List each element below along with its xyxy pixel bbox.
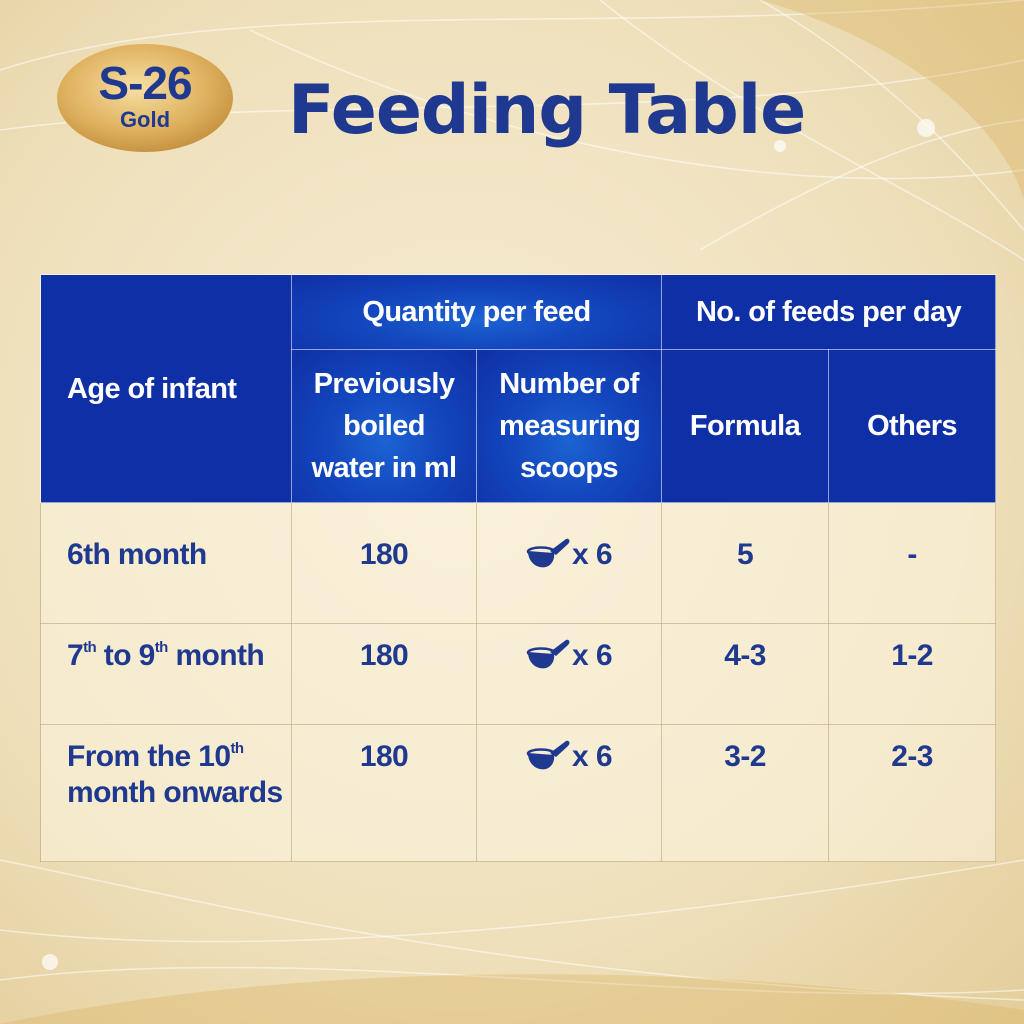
header-quantity-group: Quantity per feed (290, 274, 663, 350)
formula-cell: 3-2 (661, 724, 830, 862)
scoops-cell: x 6 (475, 724, 663, 862)
table-row: 7th to 9th month 180 x 6 4-3 1-2 (40, 623, 997, 725)
table-row: 6th month 180 x 6 5 - (40, 502, 997, 624)
scoop-count: x 6 (572, 639, 613, 672)
water-cell: 180 (291, 724, 477, 862)
logo-sub: Gold (119, 107, 171, 132)
others-cell: 1-2 (828, 623, 997, 725)
water-cell: 180 (291, 502, 477, 624)
measuring-scoop-icon (526, 639, 570, 669)
age-cell: 6th month (40, 502, 292, 624)
table-row: From the 10th month onwards 180 x 6 3-2 2… (40, 724, 997, 862)
formula-cell: 4-3 (661, 623, 830, 725)
scoops-cell: x 6 (475, 623, 663, 725)
measuring-scoop-icon (526, 740, 570, 770)
header-feeds-group: No. of feeds per day (661, 274, 997, 350)
measuring-scoop-icon (526, 538, 570, 568)
feeding-table: Age of infant Quantity per feed No. of f… (40, 274, 997, 862)
scoop-count: x 6 (572, 740, 613, 773)
header-others: Others (828, 349, 997, 503)
age-cell: From the 10th month onwards (40, 724, 292, 862)
header-age: Age of infant (40, 274, 292, 503)
s26-gold-logo: S-26 Gold (55, 42, 235, 154)
others-cell: 2-3 (828, 724, 997, 862)
header-scoops: Number of measuring scoops (475, 349, 663, 503)
header-formula: Formula (661, 349, 830, 503)
scoop-count: x 6 (572, 538, 613, 571)
water-cell: 180 (291, 623, 477, 725)
others-cell: - (828, 502, 997, 624)
formula-cell: 5 (661, 502, 830, 624)
page-title: Feeding Table (288, 71, 806, 150)
scoops-cell: x 6 (475, 502, 663, 624)
header-water: Previously boiled water in ml (291, 349, 477, 503)
age-cell: 7th to 9th month (40, 623, 292, 725)
logo-brand: S-26 (98, 57, 192, 109)
